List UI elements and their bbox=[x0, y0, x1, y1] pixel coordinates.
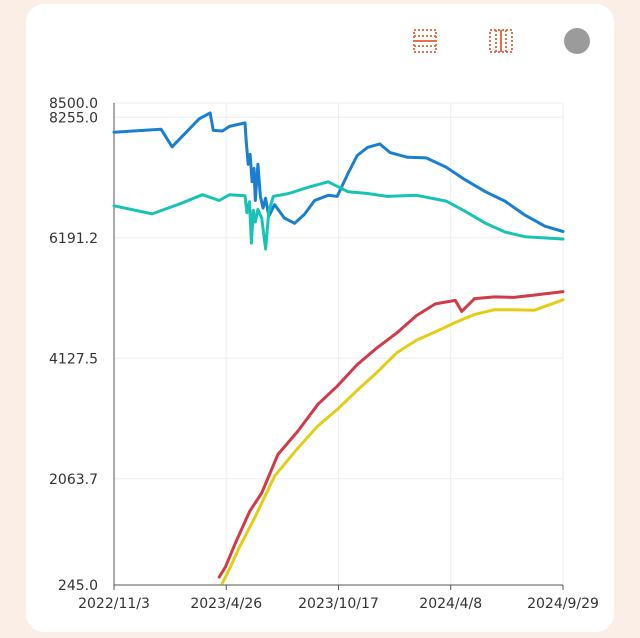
x-tick-label: 2023/10/17 bbox=[298, 596, 379, 612]
x-tick-label: 2024/4/8 bbox=[419, 596, 482, 612]
x-tick-label: 2024/9/29 bbox=[527, 596, 599, 612]
y-tick-label: 245.0 bbox=[58, 578, 98, 594]
x-tick-label: 2022/11/3 bbox=[78, 596, 150, 612]
series-line-4 bbox=[220, 298, 565, 585]
chart-axes bbox=[113, 103, 564, 590]
series-line-1 bbox=[112, 111, 565, 233]
chart-series bbox=[112, 111, 565, 585]
chart-grid bbox=[113, 102, 564, 586]
y-tick-label: 8500.0 bbox=[49, 96, 98, 112]
series-line-3 bbox=[217, 290, 565, 579]
y-tick-label: 4127.5 bbox=[49, 351, 98, 367]
layout-rows-icon[interactable] bbox=[412, 28, 438, 54]
x-tick-label: 2023/4/26 bbox=[190, 596, 262, 612]
chart-card bbox=[26, 4, 614, 632]
circle-toggle-icon[interactable] bbox=[564, 28, 590, 54]
y-tick-label: 2063.7 bbox=[49, 472, 98, 488]
series-line-2 bbox=[112, 180, 565, 251]
layout-columns-icon[interactable] bbox=[488, 28, 514, 54]
y-tick-label: 8255.0 bbox=[49, 110, 98, 126]
y-tick-label: 6191.2 bbox=[49, 231, 98, 247]
